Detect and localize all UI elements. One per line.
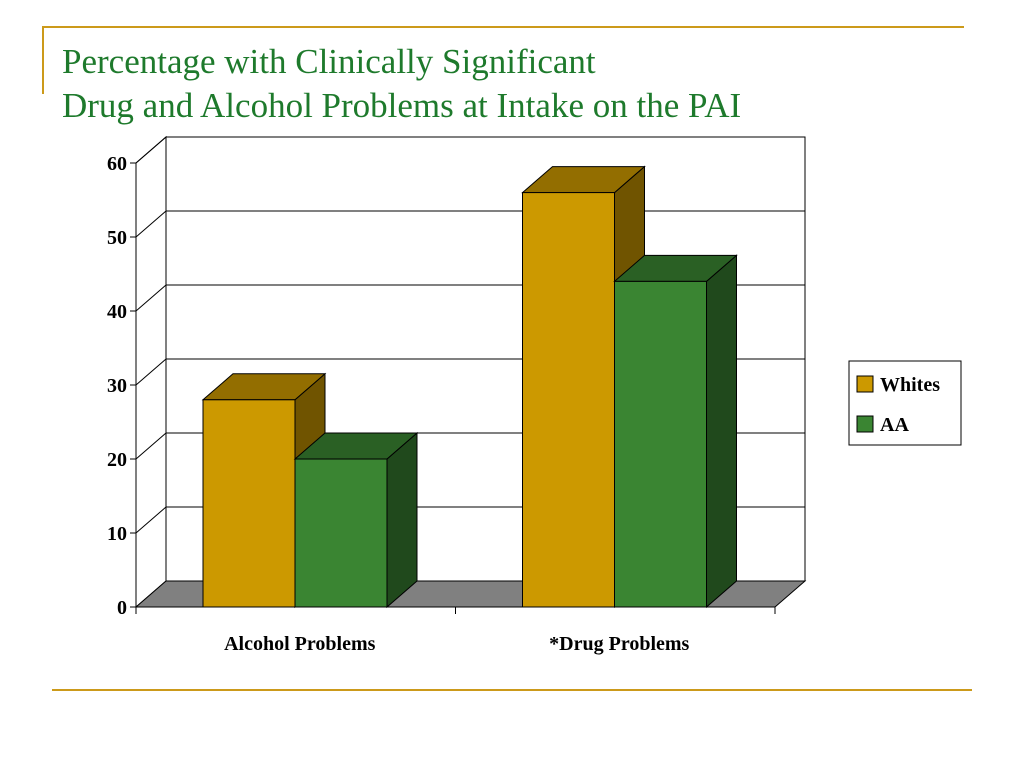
- bar: [522, 192, 615, 608]
- bar-side: [706, 254, 737, 609]
- y-tick-label: 30: [107, 375, 127, 397]
- title-line-2: Drug and Alcohol Problems at Intake on t…: [62, 86, 742, 125]
- y-tick-label: 60: [107, 153, 127, 175]
- y-tick-label: 10: [107, 523, 127, 545]
- y-tick-label: 0: [117, 597, 127, 619]
- gridline-side: [135, 432, 167, 460]
- gridline-side: [135, 506, 167, 534]
- bar-side: [386, 431, 418, 609]
- bottom-rule: [52, 689, 972, 691]
- legend-swatch: [856, 375, 874, 393]
- bar: [202, 399, 296, 608]
- legend-swatch: [856, 415, 874, 433]
- bar: [614, 280, 707, 608]
- title-line-1: Percentage with Clinically Significant: [62, 42, 596, 81]
- x-category-label: Alcohol Problems: [224, 633, 376, 655]
- gridline-side: [135, 210, 167, 238]
- y-tick-label: 40: [107, 301, 127, 323]
- left-rule: [42, 26, 44, 94]
- bar: [294, 458, 388, 608]
- gridline-side: [135, 136, 167, 164]
- x-category-label: *Drug Problems: [549, 633, 689, 655]
- gridline-side: [135, 358, 167, 386]
- legend-label: Whites: [880, 374, 940, 396]
- y-tick-label: 50: [107, 227, 127, 249]
- gridline-side: [135, 284, 167, 312]
- top-rule: [42, 26, 964, 28]
- y-tick-label: 20: [107, 449, 127, 471]
- legend-label: AA: [880, 414, 909, 436]
- slide-title: Percentage with Clinically Significant D…: [62, 40, 741, 128]
